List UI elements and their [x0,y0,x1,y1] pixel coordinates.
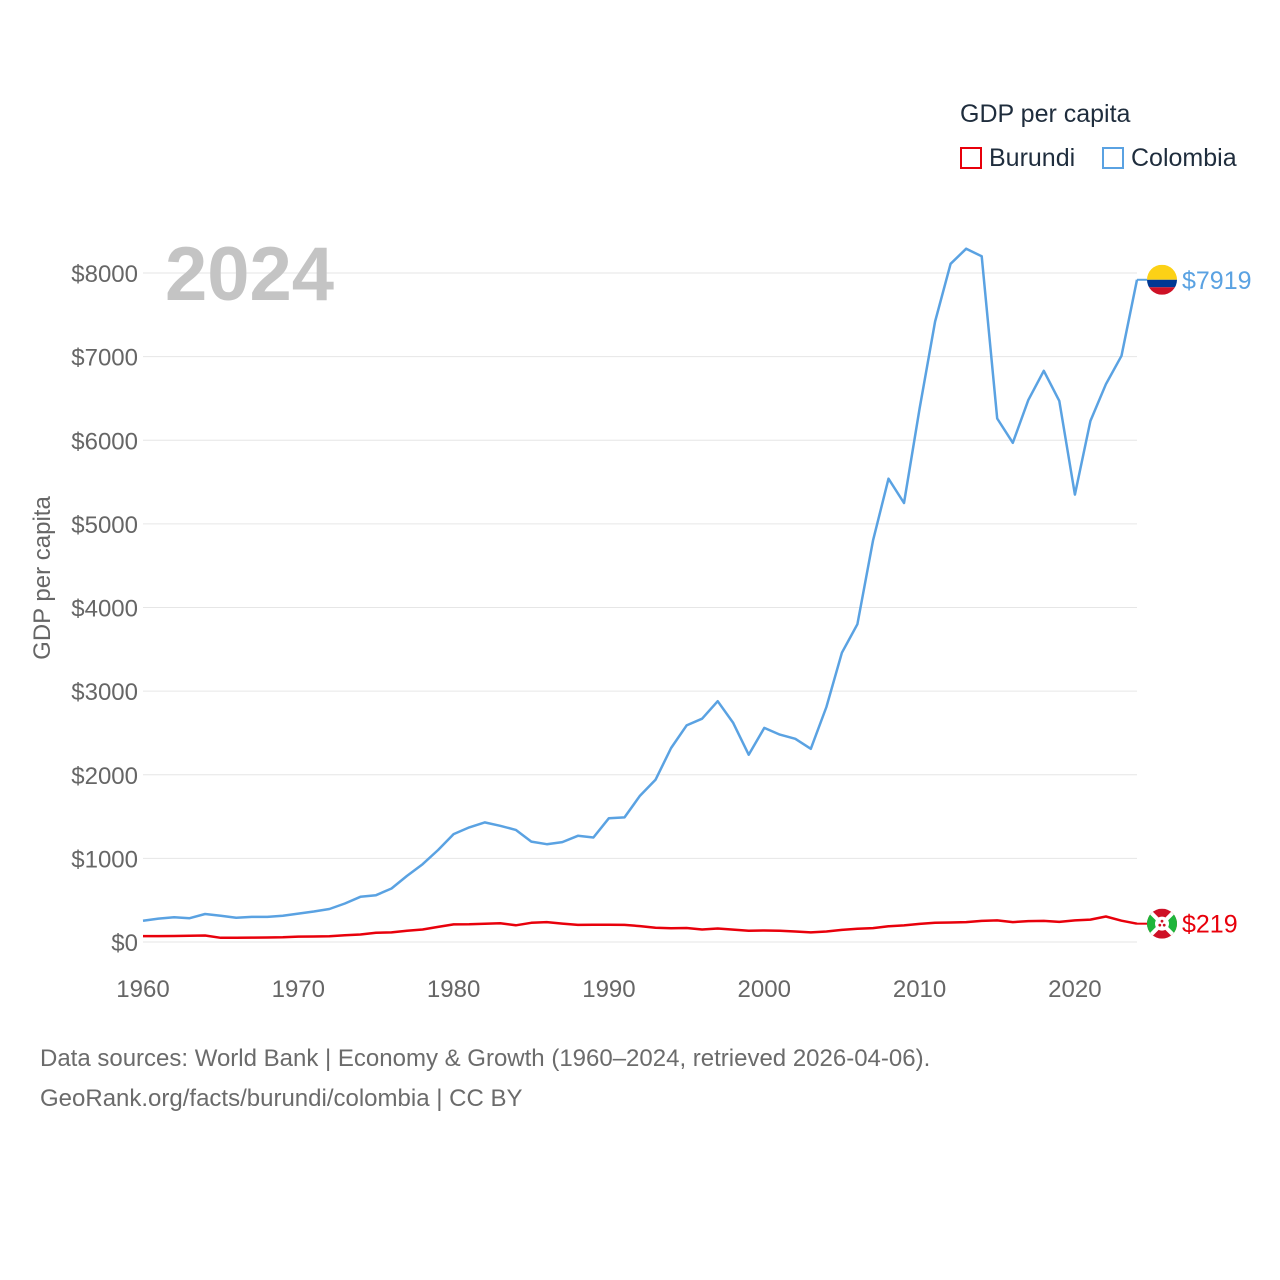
source-line-2: GeoRank.org/facts/burundi/colombia | CC … [40,1085,523,1112]
x-tick-label: 1990 [582,976,635,1003]
y-axis-ticks: $0 $1000 $2000 $3000 $4000 $5000 $6000 $7000 $80… [71,261,138,957]
y-tick-label: $8000 [71,261,138,288]
end-value-label-colombia: $7919 [1182,267,1252,295]
y-tick-label: $5000 [71,512,138,539]
x-tick-label: 1980 [427,976,480,1003]
x-tick-label: 1970 [272,976,325,1003]
end-markers: $219 $7919 [1137,264,1252,939]
y-tick-label: $7000 [71,345,138,372]
x-tick-label: 2020 [1048,976,1101,1003]
x-tick-label: 2000 [738,976,791,1003]
x-axis-ticks: 1960 1970 1980 1990 2000 2010 2020 [116,976,1101,1003]
legend-title: GDP per capita [960,100,1131,128]
source-line-1: Data sources: World Bank | Economy & Gro… [40,1045,931,1072]
series-line-colombia[interactable] [142,247,1139,922]
end-value-label-burundi: $219 [1182,911,1238,939]
y-tick-label: $0 [111,930,138,957]
grid-lines [143,272,1137,943]
legend-swatch-colombia [1102,147,1124,169]
y-tick-label: $1000 [71,846,138,873]
y-tick-label: $3000 [71,679,138,706]
legend-label-burundi: Burundi [989,143,1076,172]
x-tick-label: 1960 [116,976,169,1003]
flag-icon-burundi [1147,908,1177,939]
x-tick-label: 2010 [893,976,946,1003]
y-tick-label: $6000 [71,428,138,455]
legend-item-colombia[interactable]: Colombia [1102,143,1237,173]
legend-item-burundi[interactable]: Burundi [960,143,1075,173]
legend-label-colombia: Colombia [1131,143,1237,172]
legend-swatch-burundi [960,147,982,169]
y-tick-label: $4000 [71,596,138,623]
series-line-burundi[interactable] [143,915,1138,940]
y-tick-label: $2000 [71,763,138,790]
series-lines [142,247,1139,940]
year-watermark: 2024 [165,232,334,317]
y-axis-title: GDP per capita [29,496,56,660]
flag-icon-colombia [1147,264,1177,295]
